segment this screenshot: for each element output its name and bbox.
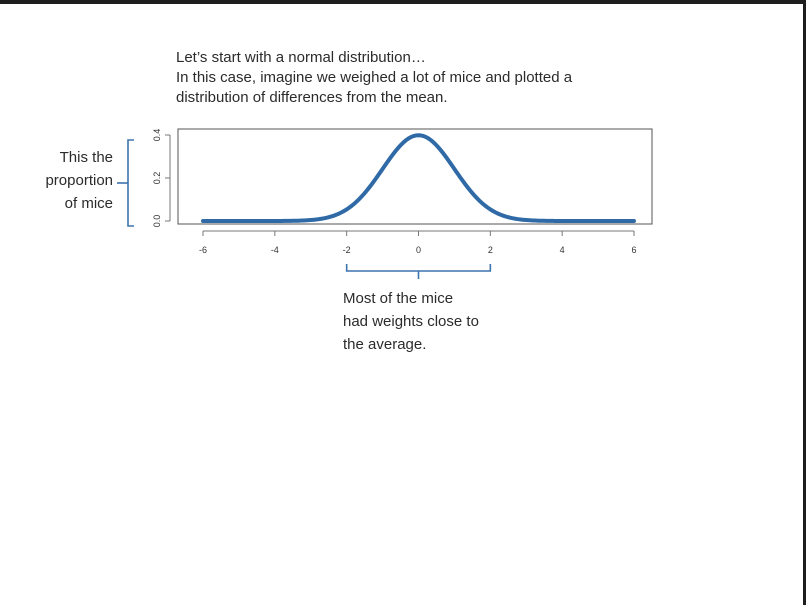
intro-line-1: Let’s start with a normal distribution… [176, 49, 426, 66]
x-annotation-line-1: Most of the mice [343, 290, 454, 307]
y-tick-label: 0.0 [152, 215, 162, 228]
x-tick-label: 6 [631, 245, 636, 255]
x-annotation-line-3: the average. [343, 336, 427, 353]
y-annotation-line-3: of mice [64, 195, 113, 212]
y-tick-label: 0.4 [152, 129, 162, 142]
x-annotation-bracket [345, 264, 492, 272]
x-annotation-line-2: had weights close to [343, 313, 479, 330]
plot-frame [177, 128, 653, 225]
normal-curve-line [201, 133, 636, 223]
x-tick-label: -2 [343, 245, 351, 255]
y-annotation-line-1: This the [59, 149, 113, 166]
intro-line-2: In this case, imagine we weighed a lot o… [176, 69, 573, 86]
right-border [803, 0, 806, 605]
x-tick-label: 0 [416, 245, 421, 255]
intro-text: Let’s start with a normal distribution… … [176, 48, 736, 108]
y-annotation-line-2: proportion [45, 172, 113, 189]
intro-line-3: distribution of differences from the mea… [176, 89, 448, 106]
y-annotation-bracket [127, 139, 134, 227]
y-tick-label: 0.2 [152, 172, 162, 185]
x-tick-label: -6 [199, 245, 207, 255]
x-tick-label: 4 [560, 245, 565, 255]
x-annotation: Most of the mice had weights close to th… [343, 287, 563, 356]
x-tick-label: -4 [271, 245, 279, 255]
top-border [0, 0, 806, 4]
x-tick-label: 2 [488, 245, 493, 255]
y-annotation: This the proportion of mice [14, 146, 113, 215]
